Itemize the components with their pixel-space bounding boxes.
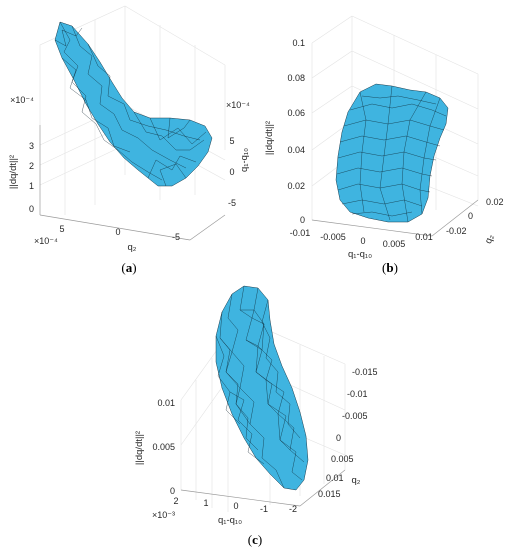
panel-a-mesh-edges <box>54 21 207 187</box>
panel-c: 0.01 0.005 0 ||dq/dt||² 2 1 0 -1 -2 ×10⁻… <box>134 285 378 547</box>
panel-b-z-tick-label: 0.02 <box>287 181 305 191</box>
panel-a-z-tick-label: 0 <box>29 204 34 214</box>
panel-a-surface <box>54 21 213 187</box>
panel-c-y-tick-label: 0 <box>336 433 341 443</box>
panel-c-x-tick-label: -1 <box>260 504 268 514</box>
panel-a-z-tick-label: 1 <box>29 181 34 191</box>
panel-a-z-exponent: ×10⁻⁴ <box>10 95 34 105</box>
panel-a-y-exponent: ×10⁻⁴ <box>226 100 250 110</box>
panel-c-z-axis-label: ||dq/dt||² <box>134 431 145 465</box>
panel-a-y-tick-label: 5 <box>229 136 234 146</box>
panel-c-z-tick-label: 0.01 <box>157 398 175 408</box>
panel-c-z-tick-label: 0 <box>170 486 175 496</box>
panel-c-y-tick-label: 0.015 <box>318 489 341 499</box>
panel-c-y-tick-label: -0.01 <box>347 389 368 399</box>
panel-b-mesh-edges <box>336 85 447 223</box>
panel-c-caption-letter: c <box>252 532 258 547</box>
panel-a-x-tick-label: -5 <box>172 232 180 242</box>
panel-b: 0.1 0.08 0.06 0.04 0.02 0 ||dq/dt||² -0.… <box>264 15 504 275</box>
panel-a-y-tick-label: -5 <box>228 198 236 208</box>
panel-c-x-exponent: ×10⁻³ <box>152 510 175 520</box>
panel-b-surface <box>335 83 449 223</box>
panel-c-y-axis-label: q₂ <box>352 475 361 486</box>
panel-c-z-tick-label: 0.005 <box>152 442 175 452</box>
panel-c-mesh-edges <box>215 285 305 489</box>
panel-c-y-tick-label: -0.015 <box>352 367 378 377</box>
panel-c-x-axis-label: q₁-q₁₀ <box>218 515 242 526</box>
panel-c-y-tick-label: -0.005 <box>342 411 368 421</box>
panel-a-x-axis-label: q₂ <box>128 242 137 253</box>
panel-b-z-tick-label: 0.08 <box>287 73 305 83</box>
panel-c-y-tick-label: 0.01 <box>326 473 344 483</box>
panel-c-caption: (c) <box>248 532 262 547</box>
panel-c-x-tick-label: 0 <box>233 501 238 511</box>
panel-a-caption-letter: a <box>126 260 133 275</box>
panel-b-y-tick-label: -0.02 <box>446 226 467 236</box>
panel-c-x-tick-label: 2 <box>173 496 178 506</box>
panel-a-z-tick-label: 2 <box>29 161 34 171</box>
panel-b-x-tick-label: -0.005 <box>320 232 346 242</box>
panel-a: ×10⁻⁴ 3 2 1 0 ||dq/dt||² 5 0 -5 ×10⁻⁴ q₂… <box>8 5 250 275</box>
panel-b-x-tick-label: 0.01 <box>415 232 433 242</box>
panel-c-surface <box>215 285 309 491</box>
panel-a-caption: (a) <box>121 260 136 275</box>
panel-b-x-axis-label: q₁-q₁₀ <box>348 249 372 260</box>
panel-a-z-axis-label: ||dq/dt||² <box>8 155 19 189</box>
panel-a-x-exponent: ×10⁻⁴ <box>34 236 58 246</box>
panel-b-z-tick-label: 0.06 <box>287 108 305 118</box>
panel-b-y-axis-label: q₂ <box>483 233 497 245</box>
panel-b-x-tick-label: 0.005 <box>383 239 406 249</box>
panel-a-x-tick-label: 5 <box>59 224 64 234</box>
panel-b-x-tick-label: 0 <box>360 236 365 246</box>
panel-a-y-axis-label: q₁-q₁₀ <box>239 148 250 172</box>
panel-b-axes-box <box>311 199 479 237</box>
panel-a-x-tick-label: 0 <box>115 227 120 237</box>
panel-a-z-tick-label: 3 <box>29 141 34 151</box>
panel-b-y-tick-label: 0.02 <box>486 197 504 207</box>
panel-b-z-tick-label: 0.1 <box>292 38 305 48</box>
panel-b-caption-letter: b <box>386 260 393 275</box>
panel-b-z-tick-label: 0.04 <box>287 145 305 155</box>
panel-c-x-tick-label: 1 <box>203 498 208 508</box>
panel-a-y-tick-label: 0 <box>229 167 234 177</box>
panel-b-y-tick-label: 0 <box>468 211 473 221</box>
panel-c-x-tick-label: -2 <box>289 504 297 514</box>
panel-c-axes-box <box>180 469 346 507</box>
panel-b-x-tick-label: -0.01 <box>290 228 311 238</box>
panel-b-z-axis-label: ||dq/dt||² <box>264 121 275 155</box>
panel-a-axes-box <box>39 125 226 241</box>
panel-c-y-tick-label: 0.005 <box>331 454 354 464</box>
panel-b-caption: (b) <box>382 260 398 275</box>
panel-b-z-tick-label: 0 <box>300 215 305 225</box>
